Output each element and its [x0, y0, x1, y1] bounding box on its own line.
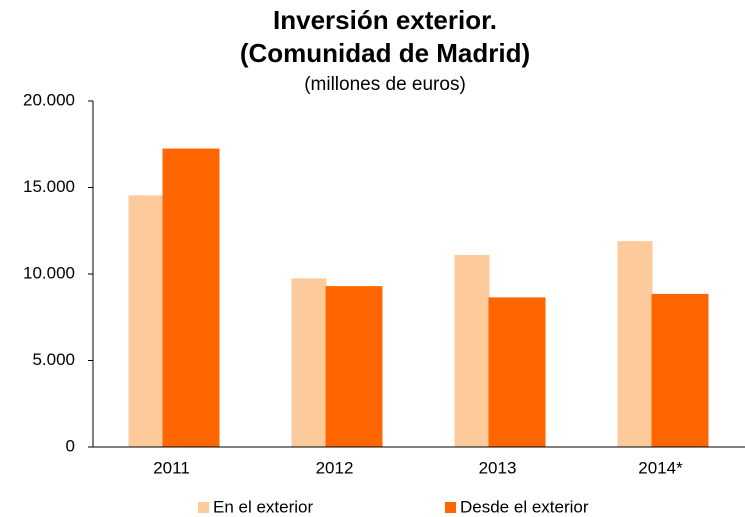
legend-label: Desde el exterior [460, 497, 589, 516]
chart-subtitle: (millones de euros) [304, 74, 466, 95]
chart-title: Inversión exterior. [273, 5, 497, 35]
legend-label: En el exterior [213, 497, 313, 516]
y-tick-label: 15.000 [23, 177, 75, 196]
bar [325, 286, 383, 447]
bar [162, 148, 220, 447]
y-tick-label: 5.000 [32, 350, 75, 369]
x-tick-label: 2014* [638, 458, 683, 477]
chart-title: (Comunidad de Madrid) [240, 38, 530, 68]
x-tick-label: 2011 [153, 458, 190, 477]
bar [651, 293, 709, 447]
legend-swatch [198, 502, 209, 513]
bar [454, 254, 490, 447]
y-tick-label: 10.000 [23, 263, 75, 282]
y-tick-label: 0 [66, 436, 75, 455]
y-tick-label: 20.000 [23, 90, 75, 109]
x-tick-label: 2012 [316, 458, 354, 477]
legend-swatch [445, 502, 456, 513]
x-tick-label: 2013 [479, 458, 517, 477]
bar [291, 278, 327, 447]
bar [128, 195, 164, 447]
bar [617, 241, 653, 447]
bar [488, 297, 546, 447]
